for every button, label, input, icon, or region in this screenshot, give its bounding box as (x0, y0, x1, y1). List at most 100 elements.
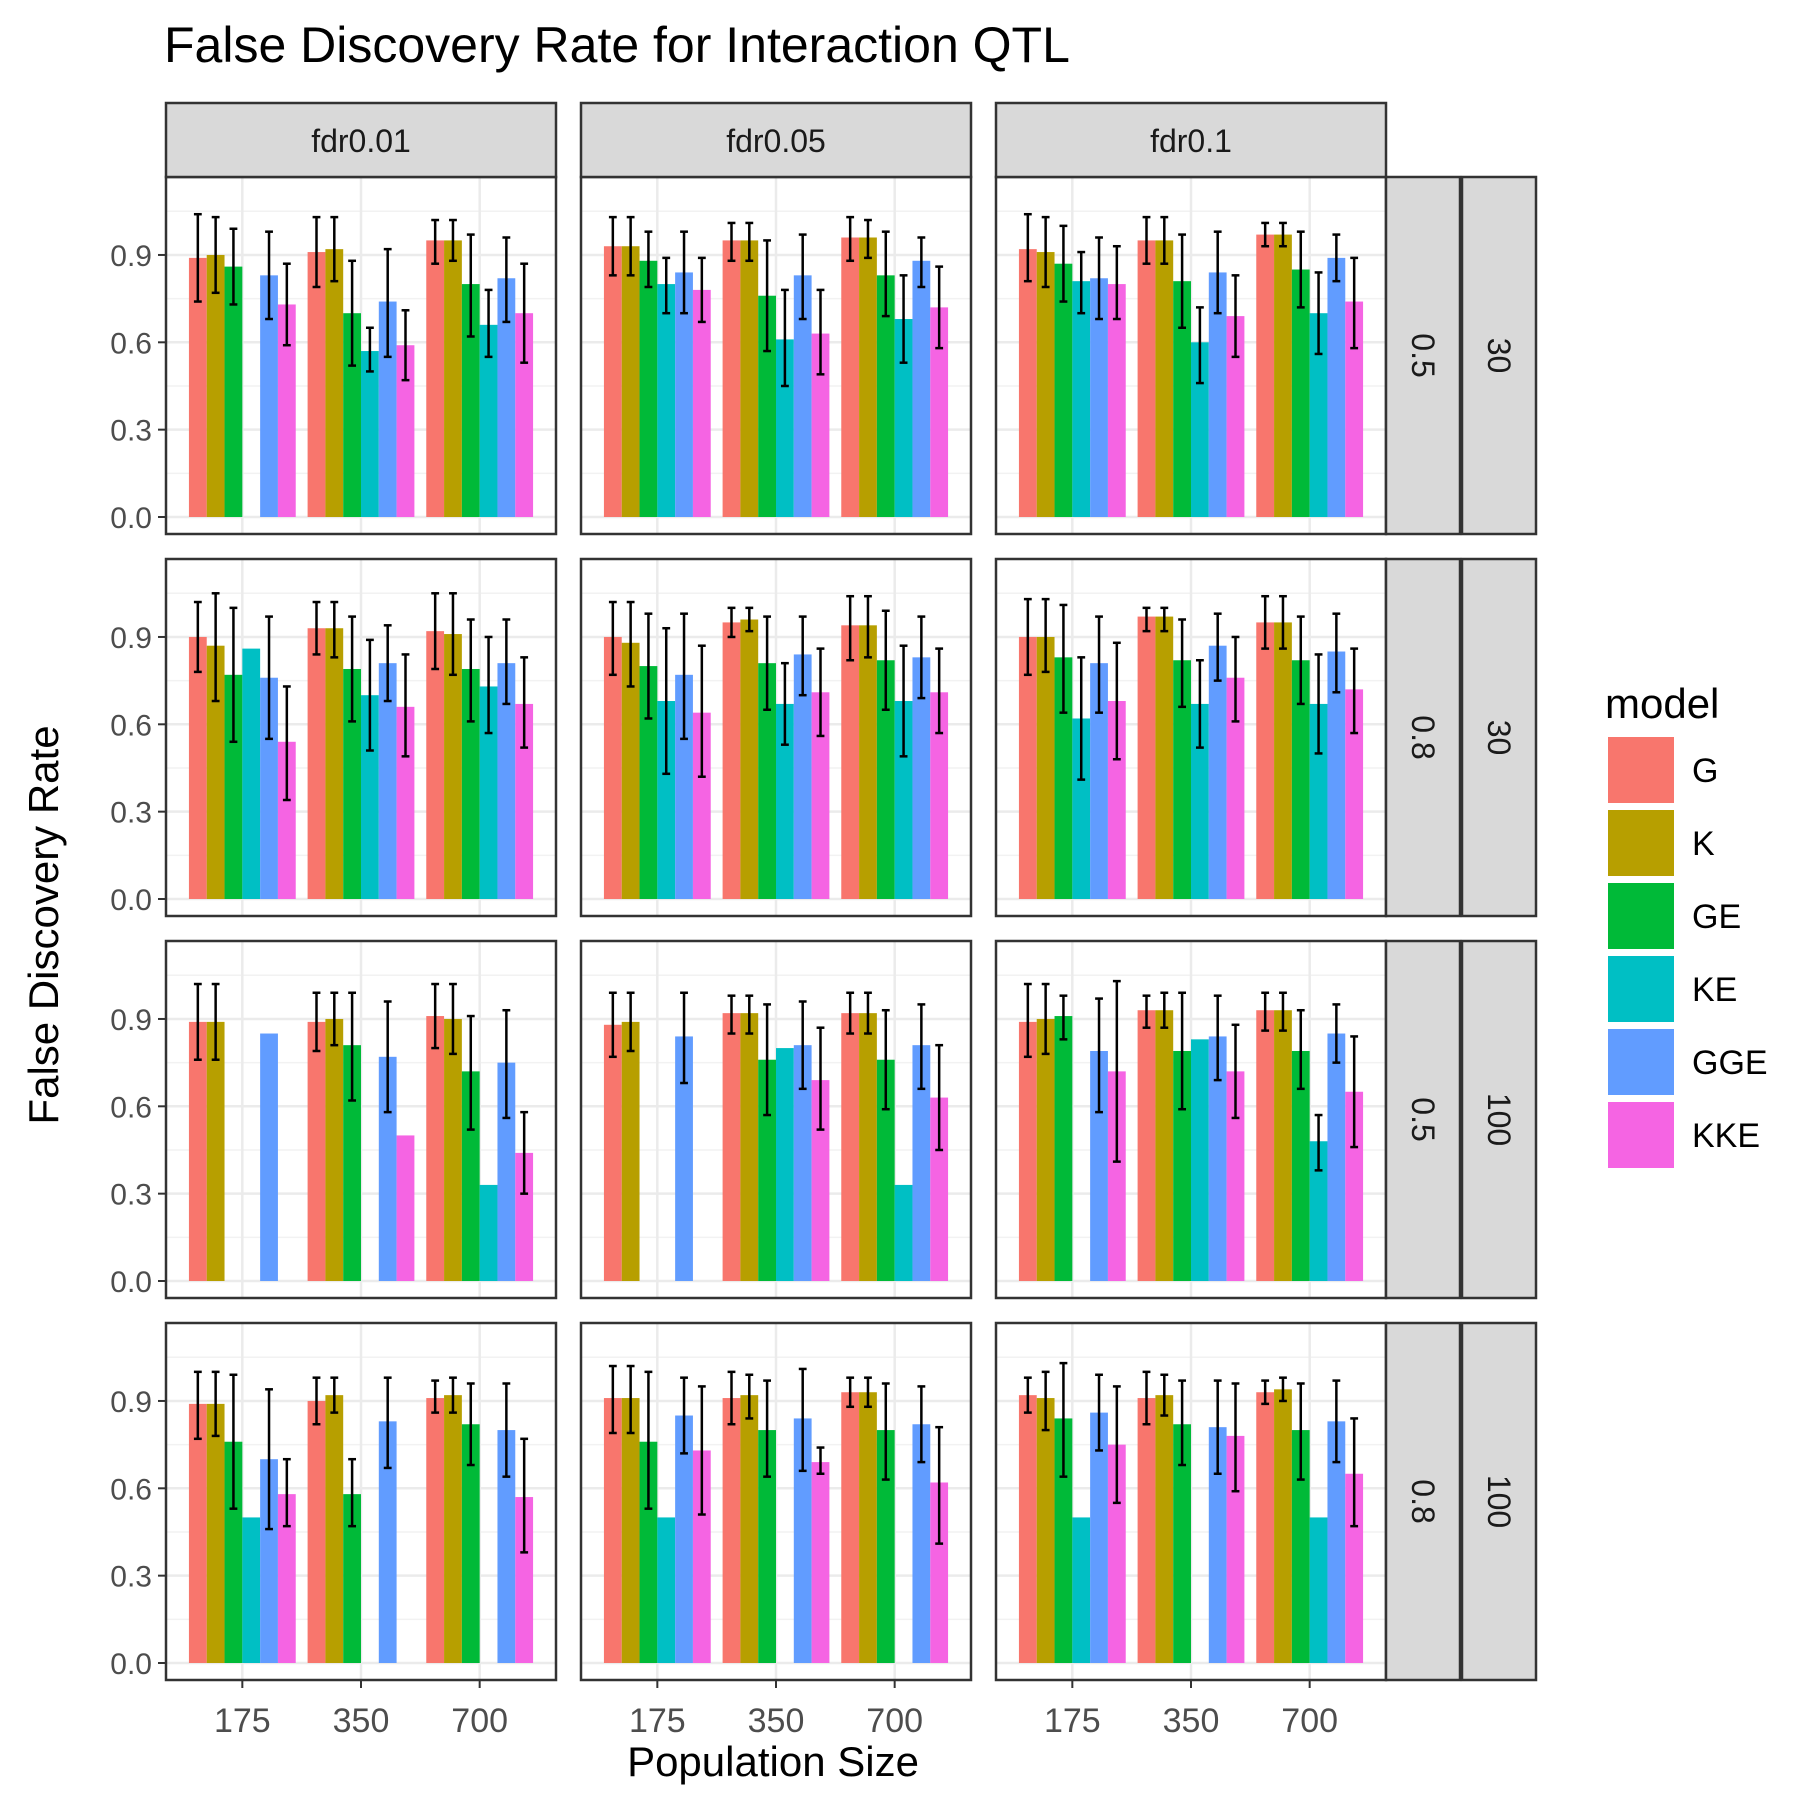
bar (1107, 1071, 1126, 1281)
bar (1155, 1395, 1174, 1663)
row-strip-inner-label: 0.8 (1405, 1479, 1441, 1523)
legend-label: GE (1692, 898, 1741, 936)
bar (206, 1021, 225, 1281)
bar (307, 1021, 326, 1281)
bar (876, 660, 895, 899)
bar (1291, 269, 1310, 517)
bar (1036, 1398, 1055, 1663)
y-tick-label: 0.0 (110, 1648, 152, 1681)
legend-key (1608, 883, 1674, 949)
facet-panel (164, 1321, 558, 1682)
y-tick-label: 0.6 (110, 327, 152, 360)
y-axis-title: False Discovery Rate (20, 725, 67, 1124)
bar (1327, 651, 1346, 899)
bar (1036, 1018, 1055, 1281)
bar (1274, 622, 1292, 899)
facet-panel (164, 557, 558, 918)
bar (461, 1071, 480, 1281)
bar (396, 345, 415, 517)
bar (1345, 301, 1364, 517)
bar (740, 1395, 759, 1663)
bar (1226, 1071, 1245, 1281)
bar (1208, 1036, 1227, 1281)
bar (1054, 657, 1073, 899)
bar (1173, 1424, 1191, 1663)
bar (426, 240, 445, 517)
column-strip-label: fdr0.01 (311, 123, 411, 159)
bar (1309, 1141, 1328, 1281)
bar (1107, 1444, 1126, 1663)
x-axis-title: Population Size (627, 1738, 919, 1785)
bar (657, 284, 676, 517)
bar (722, 240, 741, 517)
y-tick-label: 0.9 (110, 1004, 152, 1037)
bar (793, 275, 812, 517)
y-tick-label: 0.6 (110, 1091, 152, 1124)
bar (657, 701, 676, 899)
bar (930, 692, 949, 899)
bar (277, 741, 296, 899)
y-tick-label: 0.0 (110, 1266, 152, 1299)
bar (325, 628, 344, 899)
bar (621, 642, 640, 899)
bar (1274, 1010, 1292, 1281)
bar (277, 1494, 296, 1663)
bar (1309, 703, 1328, 899)
bar (930, 1097, 949, 1281)
bar (1137, 1010, 1156, 1281)
bar (479, 1184, 498, 1281)
y-tick-label: 0.6 (110, 1473, 152, 1506)
bar (675, 1415, 693, 1663)
bar (639, 666, 658, 899)
bar (444, 1395, 462, 1663)
bar (894, 319, 913, 517)
bar (188, 1403, 207, 1663)
facet-panel (579, 175, 973, 536)
bar (515, 1152, 534, 1281)
bar (325, 1395, 344, 1663)
bar (343, 313, 361, 517)
bar (621, 1398, 640, 1663)
bar (206, 1403, 225, 1663)
bar (260, 1033, 278, 1281)
bar (1173, 281, 1191, 517)
row-strip-inner (1384, 1321, 1462, 1682)
bar (260, 677, 278, 899)
y-tick-label: 0.3 (110, 1561, 152, 1594)
bar (603, 246, 622, 517)
row-strip-inner-label: 0.5 (1405, 1097, 1441, 1141)
bar (841, 625, 860, 899)
bar (396, 706, 415, 899)
bar (859, 1013, 877, 1281)
bar (930, 1482, 949, 1663)
bar (675, 1036, 693, 1281)
bar (811, 1462, 830, 1663)
bar (876, 1059, 895, 1281)
bar (1345, 1473, 1364, 1663)
row-strip-outer (1460, 557, 1538, 918)
bar (1226, 1435, 1245, 1663)
bar (1208, 272, 1227, 517)
legend: model GK GE KE GGE KKE (1605, 680, 1768, 1168)
legend-label: K (1692, 825, 1715, 863)
bar (260, 1459, 278, 1663)
bar (1036, 252, 1055, 517)
bar (859, 1392, 877, 1663)
bar (1208, 1427, 1227, 1663)
bar (740, 1013, 759, 1281)
bar (188, 1021, 207, 1281)
facet-panel (994, 557, 1388, 918)
x-tick-label: 175 (214, 1702, 271, 1740)
bar (1191, 703, 1209, 899)
bar (1191, 342, 1209, 517)
bar (378, 663, 397, 899)
y-tick-label: 0.6 (110, 709, 152, 742)
bar (444, 1018, 462, 1281)
column-strip (164, 101, 558, 179)
bar (361, 351, 379, 517)
bar (811, 333, 830, 517)
panel-border (164, 557, 558, 918)
bar (1327, 1421, 1346, 1663)
bar (1191, 1039, 1209, 1281)
bar (841, 1013, 860, 1281)
